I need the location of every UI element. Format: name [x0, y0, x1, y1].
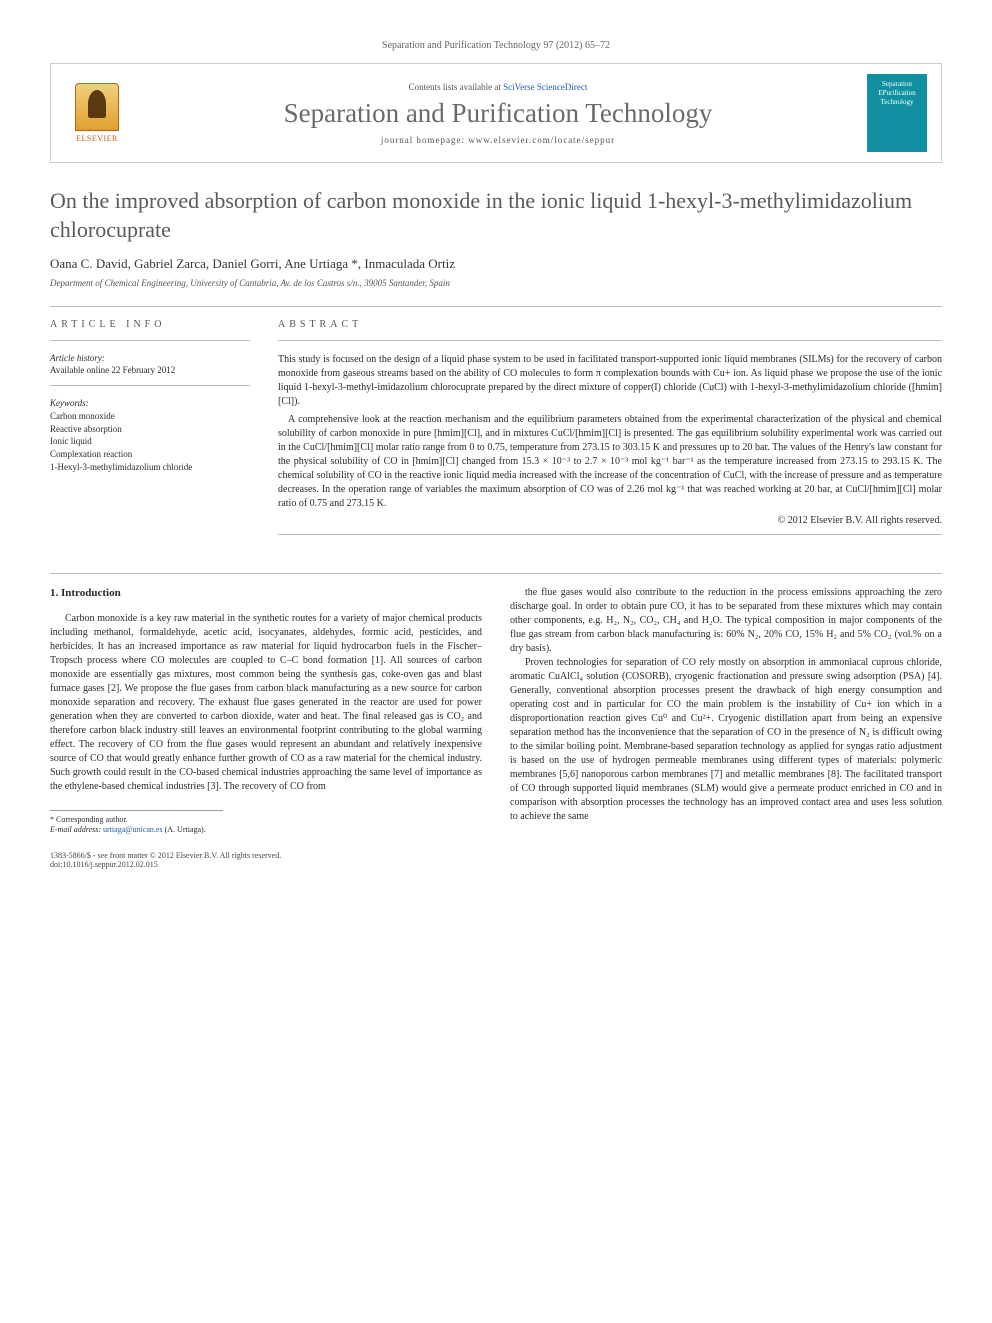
thumb-line2: EPurification [878, 89, 915, 98]
article-info-column: article info Article history: Available … [50, 319, 250, 547]
footnote-block: * Corresponding author. E-mail address: … [50, 815, 482, 836]
body-two-columns: 1. Introduction Carbon monoxide is a key… [50, 586, 942, 835]
header-citation: Separation and Purification Technology 9… [50, 40, 942, 51]
divider-top [50, 306, 942, 307]
info-divider-1 [50, 340, 250, 341]
abstract-p1: This study is focused on the design of a… [278, 353, 942, 409]
section-heading-intro: 1. Introduction [50, 586, 482, 601]
journal-center-block: Contents lists available at SciVerse Sci… [129, 82, 867, 145]
abstract-heading: abstract [278, 319, 942, 330]
body-right-p1: the flue gases would also contribute to … [510, 586, 942, 656]
authors-line: Oana C. David, Gabriel Zarca, Daniel Gor… [50, 256, 942, 272]
journal-name: Separation and Purification Technology [129, 98, 867, 129]
contents-line: Contents lists available at SciVerse Sci… [129, 82, 867, 92]
keywords-head: Keywords: [50, 398, 250, 408]
email-link[interactable]: urtiaga@unican.es [103, 825, 163, 834]
journal-header-box: ELSEVIER Contents lists available at Sci… [50, 63, 942, 163]
body-right-p2: Proven technologies for separation of CO… [510, 656, 942, 824]
abstract-text: This study is focused on the design of a… [278, 353, 942, 511]
history-text: Available online 22 February 2012 [50, 365, 250, 375]
keyword-item: Reactive absorption [50, 423, 250, 436]
keyword-item: Carbon monoxide [50, 410, 250, 423]
homepage-prefix: journal homepage: [381, 135, 468, 145]
body-left-column: 1. Introduction Carbon monoxide is a key… [50, 586, 482, 835]
email-line: E-mail address: urtiaga@unican.es (A. Ur… [50, 825, 482, 835]
keyword-item: 1-Hexyl-3-methylimidazolium chloride [50, 461, 250, 474]
homepage-line: journal homepage: www.elsevier.com/locat… [129, 135, 867, 145]
affiliation: Department of Chemical Engineering, Univ… [50, 278, 942, 288]
email-label: E-mail address: [50, 825, 103, 834]
corresponding-author: * Corresponding author. [50, 815, 482, 825]
abstract-p2: A comprehensive look at the reaction mec… [278, 413, 942, 511]
info-heading: article info [50, 319, 250, 330]
article-title: On the improved absorption of carbon mon… [50, 187, 942, 244]
elsevier-tree-icon [75, 83, 119, 131]
elsevier-logo-text: ELSEVIER [76, 134, 118, 143]
info-divider-2 [50, 385, 250, 386]
abstract-divider [278, 340, 942, 341]
footer-block: 1383-5866/$ - see front matter © 2012 El… [50, 851, 942, 869]
history-head: Article history: [50, 353, 250, 363]
keywords-list: Carbon monoxide Reactive absorption Ioni… [50, 410, 250, 473]
sciencedirect-link[interactable]: SciVerse ScienceDirect [503, 82, 587, 92]
email-person: (A. Urtiaga). [163, 825, 206, 834]
contents-prefix: Contents lists available at [409, 82, 503, 92]
body-right-column: the flue gases would also contribute to … [510, 586, 942, 835]
divider-mid [50, 573, 942, 574]
keyword-item: Complexation reaction [50, 448, 250, 461]
thumb-line3: Technology [881, 98, 914, 107]
abstract-divider-bottom [278, 534, 942, 535]
footer-line1: 1383-5866/$ - see front matter © 2012 El… [50, 851, 942, 860]
copyright-line: © 2012 Elsevier B.V. All rights reserved… [278, 515, 942, 526]
journal-cover-thumbnail[interactable]: Separation EPurification Technology [867, 74, 927, 152]
thumb-line1: Separation [882, 80, 912, 89]
footer-line2: doi:10.1016/j.seppur.2012.02.015 [50, 860, 942, 869]
elsevier-logo[interactable]: ELSEVIER [65, 77, 129, 149]
footnote-separator [50, 810, 223, 811]
homepage-url[interactable]: www.elsevier.com/locate/seppur [468, 135, 615, 145]
abstract-column: abstract This study is focused on the de… [278, 319, 942, 547]
body-left-p1: Carbon monoxide is a key raw material in… [50, 612, 482, 794]
keyword-item: Ionic liquid [50, 435, 250, 448]
info-abstract-row: article info Article history: Available … [50, 319, 942, 547]
